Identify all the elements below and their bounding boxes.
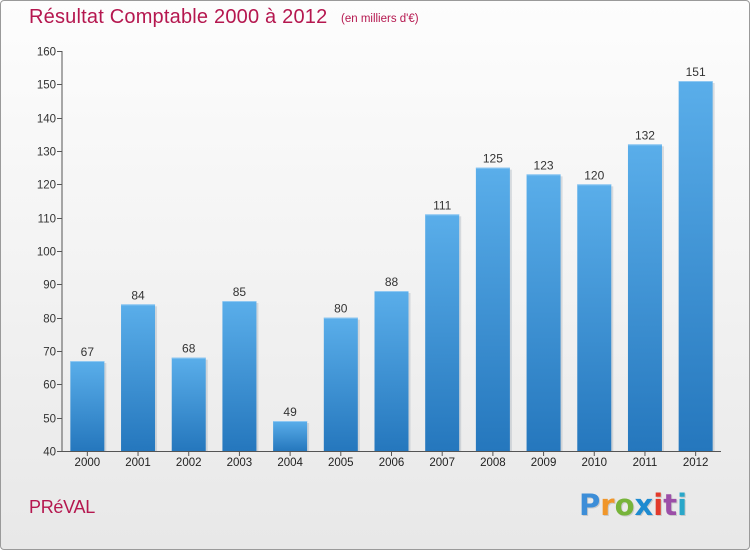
data-label: 84 xyxy=(131,288,145,302)
x-tick-label: 2000 xyxy=(75,457,101,469)
y-tick-label: 70 xyxy=(43,347,56,359)
logo-letter: i xyxy=(677,488,688,522)
logo-letter: t xyxy=(663,488,678,522)
bar xyxy=(627,144,662,452)
bar-series xyxy=(70,81,715,452)
y-tick-label: 60 xyxy=(43,380,56,392)
proxiti-logo[interactable]: Proxiti xyxy=(579,488,687,522)
logo-letter: o xyxy=(614,488,635,522)
bar xyxy=(171,357,206,451)
data-labels: 67 84 68 85 49 80 88 111 125 123 120 132 151 xyxy=(81,65,706,419)
y-tick-label: 140 xyxy=(37,114,56,126)
x-tick-label: 2002 xyxy=(176,457,202,469)
bar xyxy=(425,214,460,451)
bar xyxy=(273,421,308,451)
data-label: 111 xyxy=(433,198,452,212)
data-label: 123 xyxy=(534,158,554,172)
x-tick-label: 2003 xyxy=(227,457,253,469)
y-tick-label: 120 xyxy=(37,180,56,192)
y-tick-label: 130 xyxy=(37,147,56,159)
bar xyxy=(323,317,358,451)
bar xyxy=(526,174,561,452)
data-label: 85 xyxy=(233,285,247,299)
data-label: 132 xyxy=(635,128,655,142)
x-tick-label: 2004 xyxy=(277,457,303,469)
x-tick-label: 2011 xyxy=(633,457,658,469)
chart-subtitle: (en milliers d'€) xyxy=(341,13,419,25)
data-label: 49 xyxy=(283,405,297,419)
y-tick-label: 90 xyxy=(43,280,56,292)
bar xyxy=(70,361,105,451)
logo-letter: P xyxy=(579,488,601,522)
bar xyxy=(121,304,156,451)
logo-letter: x xyxy=(634,488,654,522)
y-tick-label: 50 xyxy=(43,414,56,426)
commune-name: PRéVAL xyxy=(29,497,95,517)
logo-letter: i xyxy=(653,488,664,522)
x-tick-label: 2012 xyxy=(683,457,709,469)
bar xyxy=(374,291,409,451)
x-tick-label: 2007 xyxy=(429,457,455,469)
y-axis: 40 50 60 70 80 90 100 110 120 130 140 150 160 xyxy=(37,47,63,459)
x-tick-label: 2009 xyxy=(531,457,557,469)
chart-title: Résultat Comptable 2000 à 2012 xyxy=(29,6,328,28)
data-label: 125 xyxy=(483,152,503,166)
y-tick-label: 40 xyxy=(43,447,56,459)
data-label: 80 xyxy=(334,302,348,316)
data-label: 151 xyxy=(686,65,706,79)
bar xyxy=(678,81,713,451)
x-tick-label: 2008 xyxy=(480,457,506,469)
data-label: 120 xyxy=(584,168,604,182)
bar xyxy=(475,167,510,451)
x-tick-label: 2005 xyxy=(328,457,354,469)
y-tick-label: 80 xyxy=(43,314,56,326)
bar xyxy=(222,301,257,451)
data-label: 67 xyxy=(81,345,95,359)
data-label: 88 xyxy=(385,275,399,289)
x-axis: 2000 2001 2002 2003 2004 2005 2006 2007 2008 2009… xyxy=(62,451,721,469)
data-label: 68 xyxy=(182,342,196,356)
y-tick-label: 150 xyxy=(37,80,56,92)
x-tick-label: 2001 xyxy=(125,457,151,469)
x-tick-label: 2006 xyxy=(379,457,405,469)
logo-letter: r xyxy=(600,488,615,522)
y-tick-label: 160 xyxy=(37,47,56,59)
x-tick-label: 2010 xyxy=(581,457,607,469)
y-tick-label: 110 xyxy=(38,214,56,226)
y-tick-label: 100 xyxy=(37,247,56,259)
bar xyxy=(577,184,612,452)
